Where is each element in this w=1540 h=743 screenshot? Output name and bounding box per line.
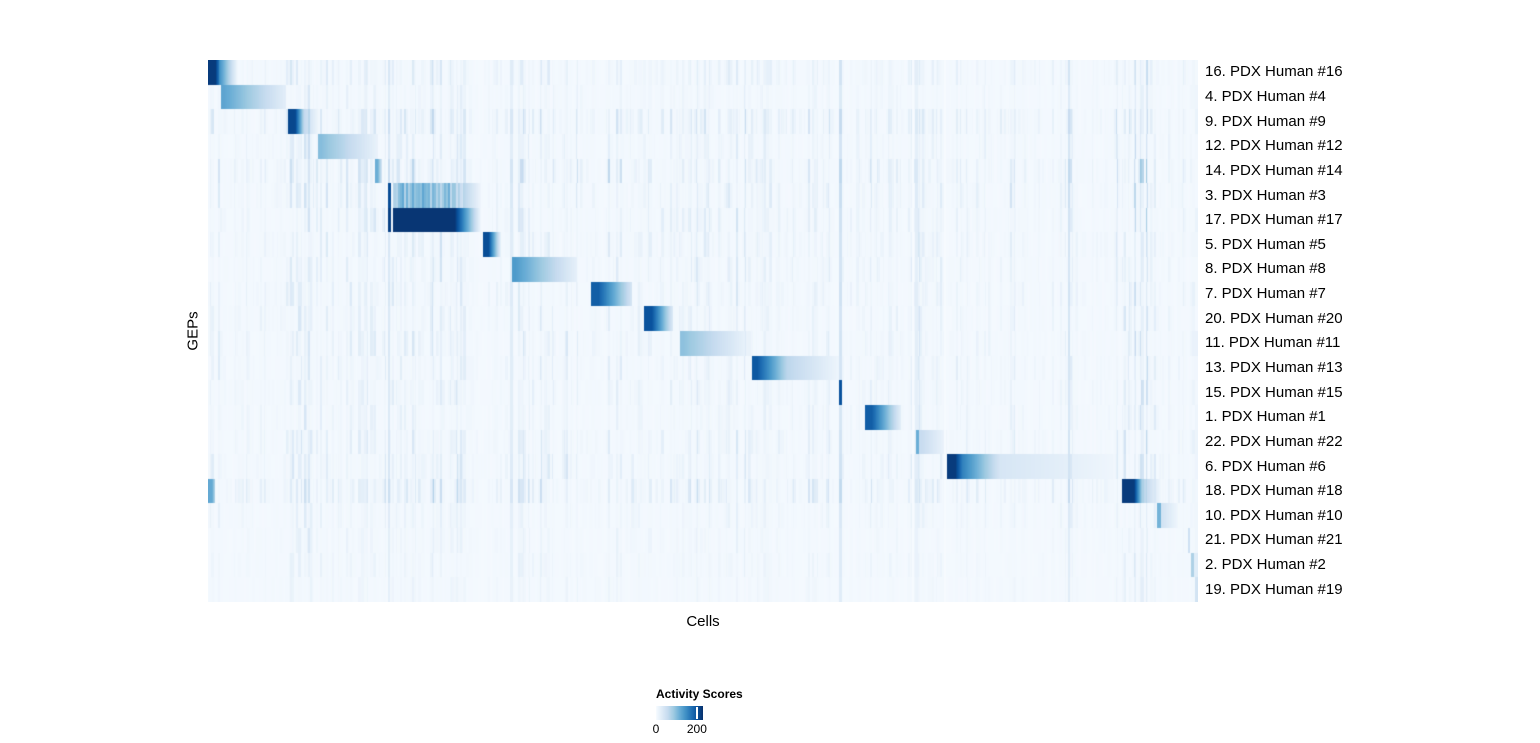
row-label: 16. PDX Human #16: [1205, 63, 1343, 81]
row-label: 8. PDX Human #8: [1205, 260, 1326, 278]
legend-axis: 0 200: [652, 722, 707, 737]
row-label: 13. PDX Human #13: [1205, 359, 1343, 377]
row-label: 5. PDX Human #5: [1205, 235, 1326, 253]
row-label: 6. PDX Human #6: [1205, 457, 1326, 475]
legend-colorbar: [656, 706, 703, 720]
row-label: 4. PDX Human #4: [1205, 88, 1326, 106]
row-label: 3. PDX Human #3: [1205, 186, 1326, 204]
row-label: 9. PDX Human #9: [1205, 112, 1326, 130]
row-label: 14. PDX Human #14: [1205, 162, 1343, 180]
row-label: 15. PDX Human #15: [1205, 383, 1343, 401]
legend-tick-label-0: 0: [652, 722, 660, 736]
x-axis-label: Cells: [686, 613, 720, 630]
row-label: 11. PDX Human #11: [1205, 334, 1341, 352]
row-label: 17. PDX Human #17: [1205, 211, 1343, 229]
heatmap-canvas: [208, 60, 1198, 602]
row-label: 10. PDX Human #10: [1205, 506, 1343, 524]
row-label: 1. PDX Human #1: [1205, 408, 1326, 426]
legend-tick-label-200: 200: [686, 722, 707, 736]
legend-title: Activity Scores: [656, 687, 743, 701]
row-label: 12. PDX Human #12: [1205, 137, 1343, 155]
row-label: 19. PDX Human #19: [1205, 580, 1343, 598]
row-labels: 16. PDX Human #16 4. PDX Human #4 9. PDX H…: [1205, 0, 1535, 743]
row-label: 21. PDX Human #21: [1205, 531, 1343, 549]
row-label: 22. PDX Human #22: [1205, 433, 1343, 451]
row-label: 2. PDX Human #2: [1205, 556, 1326, 574]
legend: Activity Scores 0 200: [652, 687, 816, 737]
row-label: 18. PDX Human #18: [1205, 482, 1343, 500]
y-axis-label: GEPs: [184, 311, 202, 351]
legend-tick-mark: [695, 707, 698, 719]
row-label: 7. PDX Human #7: [1205, 285, 1326, 303]
row-label: 20. PDX Human #20: [1205, 309, 1343, 327]
